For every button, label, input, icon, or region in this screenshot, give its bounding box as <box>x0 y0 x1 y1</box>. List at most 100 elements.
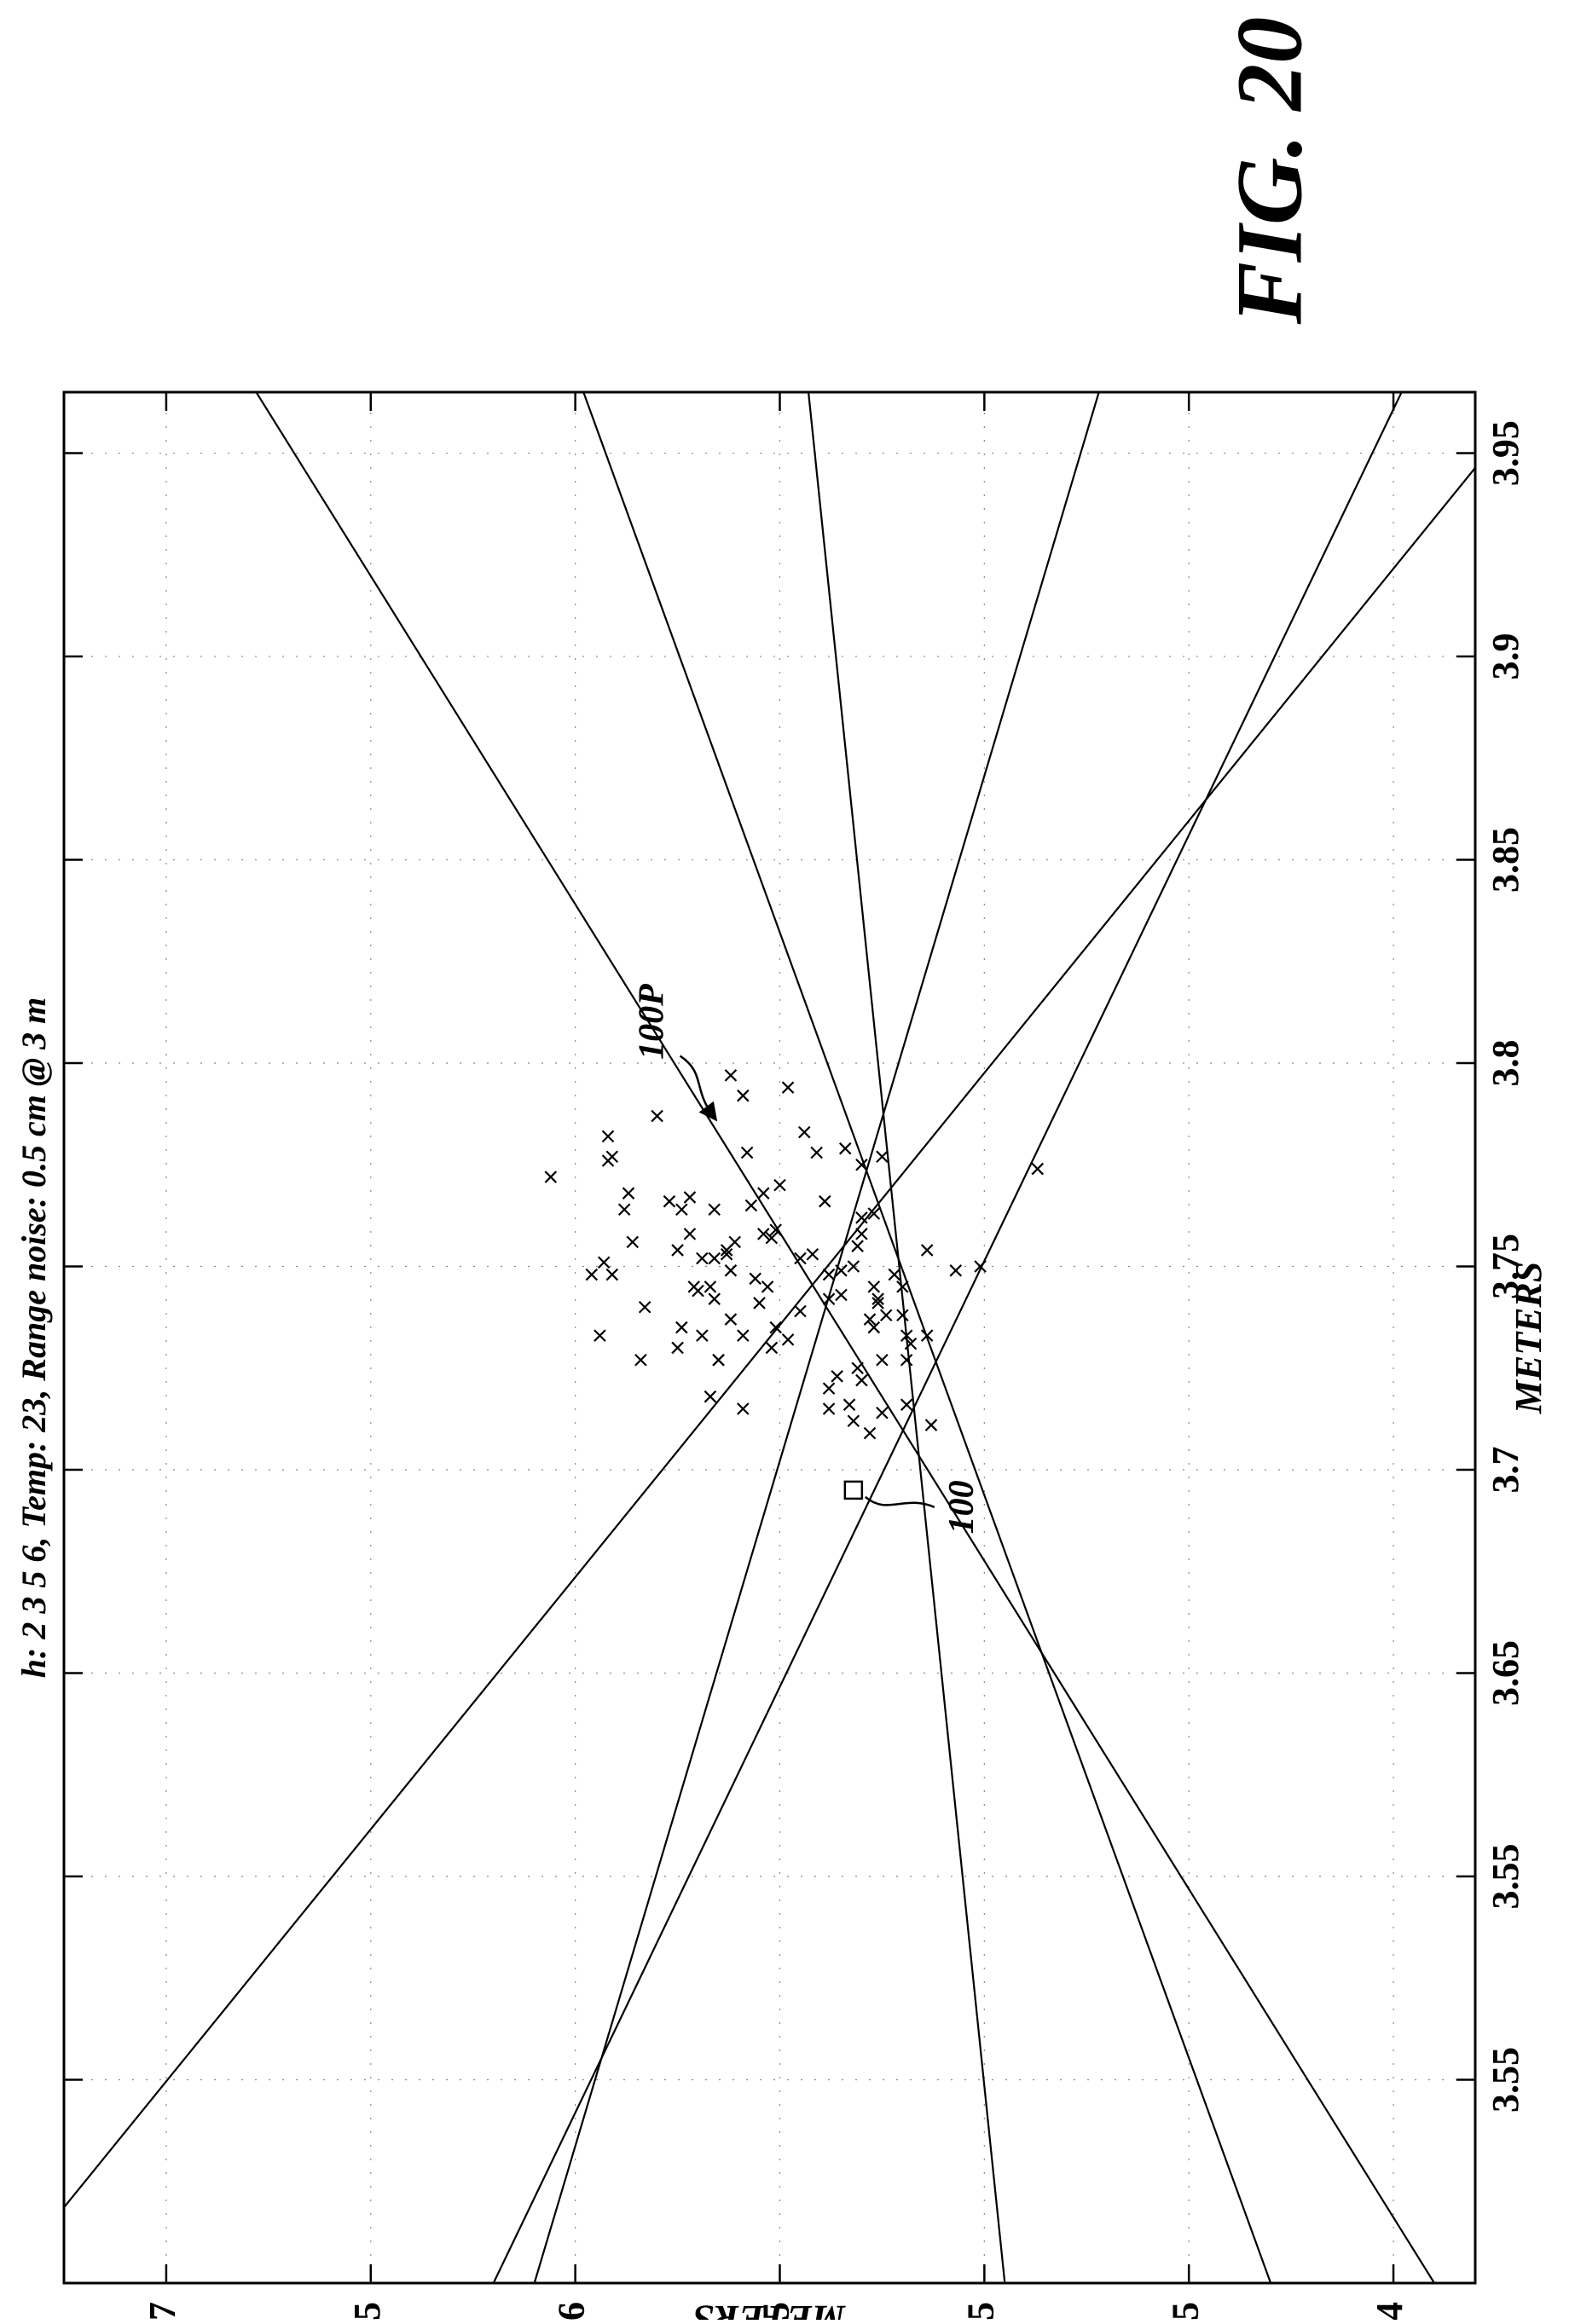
range-line <box>64 392 1475 2283</box>
estimate-cluster-label: 100P <box>633 984 672 1060</box>
estimate-point <box>888 1268 901 1281</box>
estimate-point <box>724 1313 738 1326</box>
estimate-point <box>855 1228 868 1240</box>
estimate-point <box>724 1264 738 1277</box>
estimate-point <box>871 1297 884 1309</box>
estimate-point <box>683 1228 697 1240</box>
estimate-point <box>708 1292 721 1305</box>
estimate-point <box>794 1252 807 1265</box>
estimate-point <box>737 1329 750 1342</box>
estimate-point <box>797 1125 811 1139</box>
estimate-cluster-arrowhead <box>698 1101 718 1122</box>
estimate-point <box>920 1244 934 1257</box>
true-position-marker <box>843 1480 864 1500</box>
estimate-point <box>818 1194 831 1208</box>
plot-frame <box>62 390 1477 2285</box>
x-axis-label: METERS <box>1508 1262 1549 1415</box>
estimate-point <box>638 1300 651 1314</box>
range-lines <box>64 392 1475 2283</box>
estimate-point <box>597 1256 611 1269</box>
x-tick-label: 3.85 <box>1485 827 1526 893</box>
true-position-label: 100 <box>942 1480 981 1534</box>
estimate-point <box>675 1203 688 1217</box>
range-line <box>533 392 1100 2283</box>
estimate-point <box>867 1207 881 1220</box>
estimate-point <box>773 1178 786 1192</box>
range-line <box>255 392 1435 2283</box>
estimate-point <box>724 1069 738 1082</box>
estimate-point <box>835 1264 848 1277</box>
estimate-point <box>843 1398 856 1411</box>
range-line <box>807 392 1006 2283</box>
estimate-point <box>806 1247 819 1261</box>
estimate-point <box>867 1321 881 1334</box>
estimate-point <box>671 1244 684 1257</box>
estimate-point <box>920 1329 934 1342</box>
estimate-point <box>822 1268 836 1281</box>
estimate-point <box>822 1402 836 1415</box>
estimate-point <box>851 1361 864 1375</box>
estimate-point <box>692 1284 704 1298</box>
estimate-point <box>737 1402 750 1415</box>
estimate-point <box>863 1426 877 1440</box>
estimate-point <box>601 1130 615 1143</box>
estimate-point <box>855 1211 868 1224</box>
range-line <box>492 392 1403 2283</box>
estimate-point <box>781 1081 795 1094</box>
x-tick-label: 3.7 <box>1485 1447 1526 1494</box>
estimate-point <box>851 1240 864 1252</box>
x-tick-label: 3.95 <box>1485 420 1526 486</box>
estimate-point <box>708 1203 721 1217</box>
estimate-point <box>622 1187 635 1200</box>
estimate-point <box>708 1252 721 1265</box>
estimate-point <box>605 1268 619 1281</box>
estimate-point <box>712 1353 725 1367</box>
estimate-point <box>769 1321 782 1334</box>
x-tick-label: 3.8 <box>1485 1040 1526 1087</box>
estimate-point <box>757 1187 770 1200</box>
range-line <box>582 392 1272 2283</box>
estimate-point <box>769 1223 782 1236</box>
estimate-point <box>749 1272 761 1286</box>
x-tick-label: 3.55 <box>1485 2047 1526 2113</box>
estimate-point <box>757 1228 770 1240</box>
x-tick-label: 3.9 <box>1485 633 1526 680</box>
estimate-point <box>720 1247 733 1261</box>
x-tick-label: 3.65 <box>1485 1640 1526 1706</box>
estimate-point <box>900 1398 913 1411</box>
estimate-point <box>794 1304 807 1318</box>
figure-label: FIG. 20 <box>1217 17 1321 326</box>
estimate-point <box>900 1353 913 1367</box>
estimate-point <box>867 1281 881 1293</box>
estimate-point <box>651 1109 663 1123</box>
estimate-point <box>838 1142 852 1155</box>
estimate-point <box>900 1329 913 1342</box>
y-tick-label: 1.5 <box>959 2302 1001 2320</box>
estimate-point <box>1031 1162 1044 1176</box>
estimate-point <box>744 1199 758 1212</box>
estimate-point <box>876 1150 889 1164</box>
estimate-point <box>835 1288 848 1302</box>
estimate-point <box>675 1321 688 1334</box>
estimate-point <box>696 1252 709 1265</box>
true-position-square <box>843 1480 864 1500</box>
y-tick-label: 1.6 <box>551 2302 593 2320</box>
estimate-point <box>876 1406 889 1419</box>
estimate-point <box>671 1341 684 1355</box>
estimate-point <box>704 1281 717 1293</box>
estimate-point <box>871 1292 884 1305</box>
estimate-point <box>904 1337 918 1350</box>
estimate-point <box>761 1281 774 1293</box>
estimate-point <box>683 1191 697 1204</box>
estimate-point <box>810 1146 823 1159</box>
estimate-point <box>822 1292 836 1305</box>
x-tick-label: 3.55 <box>1485 1844 1526 1910</box>
estimate-point <box>781 1333 795 1346</box>
estimate-points <box>544 1069 1044 1440</box>
callouts: 100 100P <box>633 984 981 1534</box>
estimate-point <box>753 1297 766 1309</box>
estimate-point <box>876 1353 889 1367</box>
estimate-point <box>696 1329 709 1342</box>
